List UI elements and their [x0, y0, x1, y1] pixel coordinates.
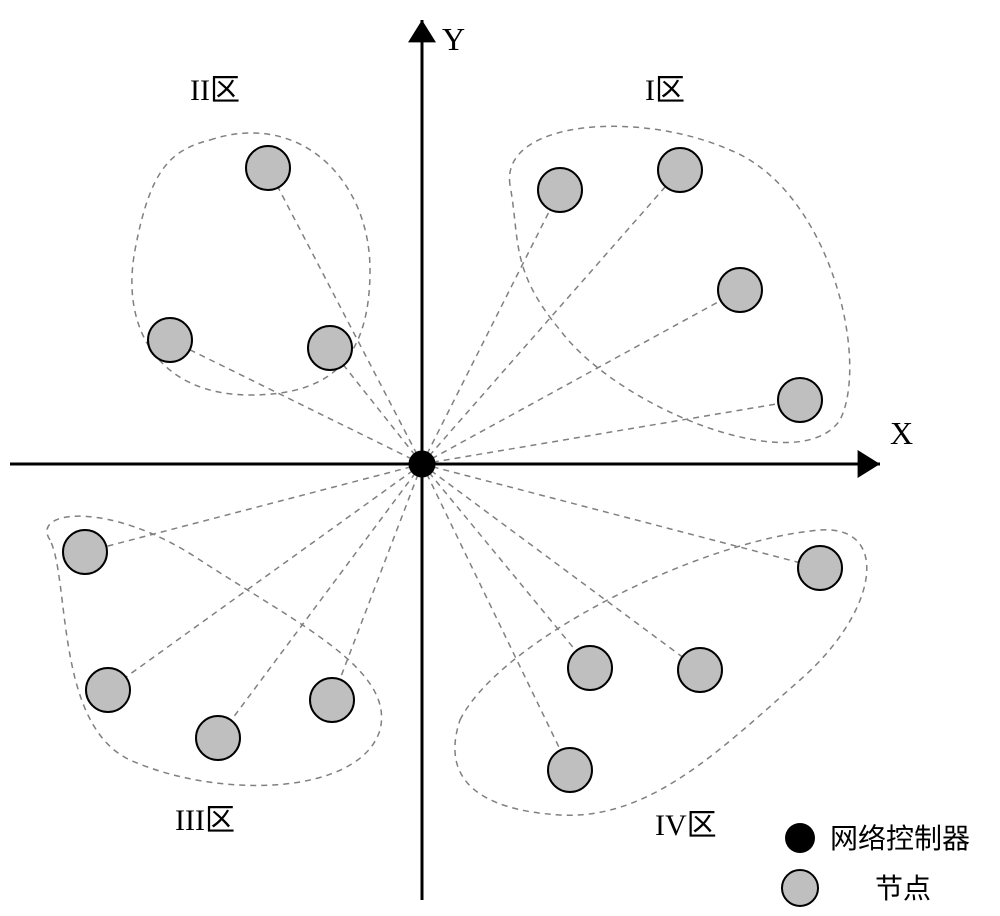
node-q4_b	[678, 648, 722, 692]
y-axis-label: Y	[442, 21, 465, 57]
node-q2_b	[148, 318, 192, 362]
conn-q1_d	[422, 400, 800, 464]
node-q1_d	[778, 378, 822, 422]
node-q4_c	[548, 748, 592, 792]
node-q3_d	[310, 678, 354, 722]
nodes	[63, 146, 842, 792]
conn-q3_b	[108, 464, 422, 690]
node-q3_c	[196, 716, 240, 760]
conn-q1_b	[422, 170, 680, 464]
node-q2_c	[308, 326, 352, 370]
quadrant-label-q1: I区	[645, 74, 685, 107]
node-q3_a	[63, 530, 107, 574]
conn-q4_d	[422, 464, 820, 568]
node-q1_c	[718, 268, 762, 312]
controller-dot	[409, 451, 435, 477]
legend-node-icon	[782, 870, 818, 906]
conn-q3_d	[332, 464, 422, 700]
legend-controller-icon	[785, 823, 815, 853]
conn-q1_c	[422, 290, 740, 464]
legend-controller-label: 网络控制器	[830, 823, 970, 855]
conn-q1_a	[422, 190, 560, 464]
node-q4_a	[568, 646, 612, 690]
conn-q3_a	[85, 464, 422, 552]
quadrant-label-q4: IV区	[655, 809, 717, 842]
cluster-outlines	[47, 126, 867, 815]
node-q4_d	[798, 546, 842, 590]
legend-node-label: 节点	[875, 873, 931, 905]
node-q2_a	[246, 146, 290, 190]
node-q3_b	[86, 668, 130, 712]
node-q1_b	[658, 148, 702, 192]
conn-q2_a	[268, 168, 422, 464]
x-axis-label: X	[890, 415, 913, 451]
node-q1_a	[538, 168, 582, 212]
controller-circle	[409, 451, 435, 477]
quadrant-labels: I区 II区 III区 IV区	[175, 74, 717, 842]
conn-q2_b	[170, 340, 422, 464]
conn-q4_b	[422, 464, 700, 670]
quadrant-label-q2: II区	[190, 74, 240, 107]
legend: 网络控制器节点	[782, 823, 970, 906]
quadrant-label-q3: III区	[175, 804, 235, 837]
